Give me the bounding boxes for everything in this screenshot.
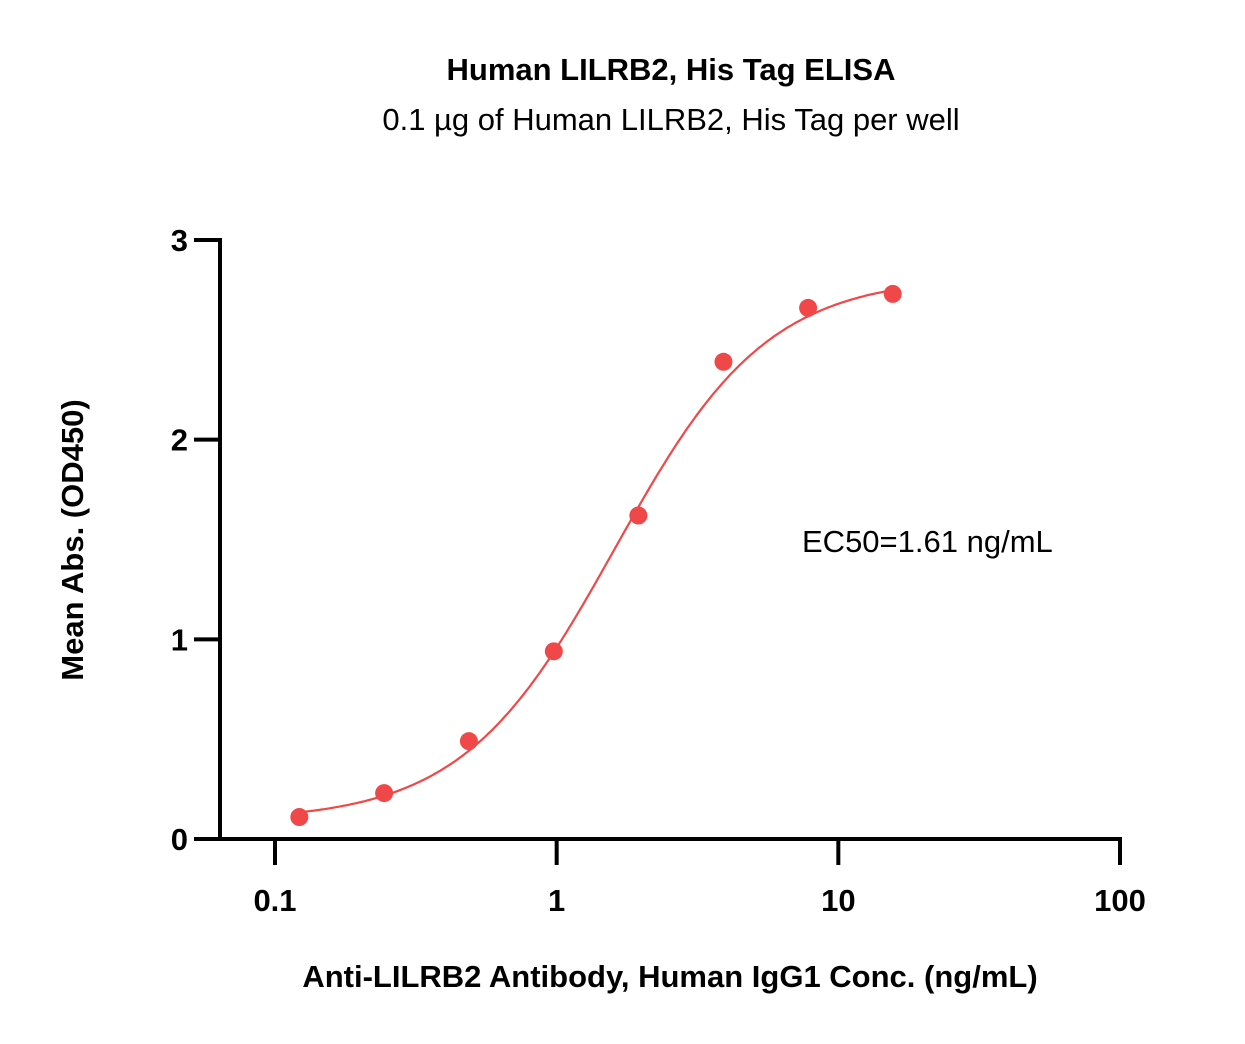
data-point bbox=[459, 732, 478, 751]
ec50-annotation: EC50=1.61 ng/mL bbox=[802, 524, 1053, 559]
data-point bbox=[544, 642, 563, 661]
chart-subtitle: 0.1 µg of Human LILRB2, His Tag per well bbox=[382, 102, 959, 137]
x-tick-label: 100 bbox=[1094, 883, 1146, 918]
data-point bbox=[883, 284, 902, 303]
data-point bbox=[629, 506, 648, 525]
data-points bbox=[290, 284, 902, 827]
data-point bbox=[714, 352, 733, 371]
data-point bbox=[375, 784, 394, 803]
data-point bbox=[799, 298, 818, 317]
chart-title: Human LILRB2, His Tag ELISA bbox=[447, 52, 896, 87]
x-ticks: 0.1 1 10 100 bbox=[253, 839, 1146, 918]
y-axis-label: Mean Abs. (OD450) bbox=[55, 399, 90, 680]
x-axis-label: Anti-LILRB2 Antibody, Human IgG1 Conc. (… bbox=[302, 959, 1037, 994]
y-tick-label: 2 bbox=[171, 423, 188, 458]
y-ticks: 0 1 2 3 bbox=[171, 223, 220, 857]
x-tick-label: 1 bbox=[548, 883, 565, 918]
fit-curve bbox=[299, 288, 893, 814]
y-tick-label: 0 bbox=[171, 822, 188, 857]
x-tick-label: 0.1 bbox=[253, 883, 296, 918]
data-point bbox=[290, 808, 309, 827]
x-tick-label: 10 bbox=[821, 883, 855, 918]
y-tick-label: 1 bbox=[171, 622, 188, 657]
axes bbox=[218, 238, 1122, 841]
y-tick-label: 3 bbox=[171, 223, 188, 258]
